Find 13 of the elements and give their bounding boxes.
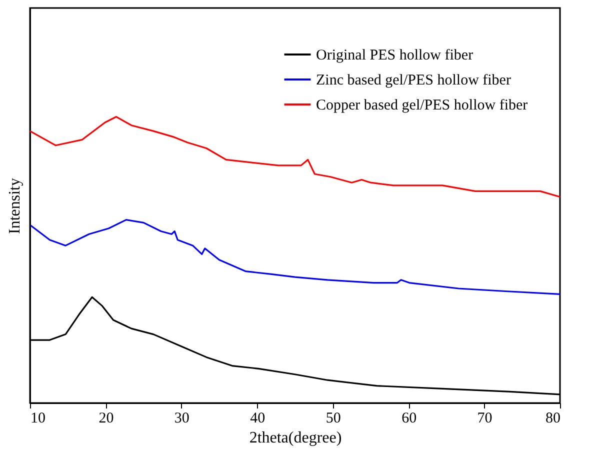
x-tick-label: 80 <box>546 410 560 426</box>
x-axis-title: 2theta(degree) <box>249 430 342 446</box>
x-tick-label: 70 <box>477 410 492 426</box>
x-tick-label: 30 <box>174 410 190 426</box>
x-tick-label: 60 <box>402 410 417 426</box>
x-tick-label: 50 <box>326 410 341 426</box>
x-tick-label: 10 <box>30 410 46 426</box>
legend-label: Original PES hollow fiber <box>316 48 474 64</box>
legend-label: Zinc based gel/PES hollow fiber <box>316 72 511 88</box>
legend-label: Copper based gel/PES hollow fiber <box>316 98 528 114</box>
y-axis-title: Intensity <box>6 178 24 234</box>
x-tick-label: 20 <box>98 410 114 426</box>
x-tick-label: 40 <box>250 410 266 426</box>
